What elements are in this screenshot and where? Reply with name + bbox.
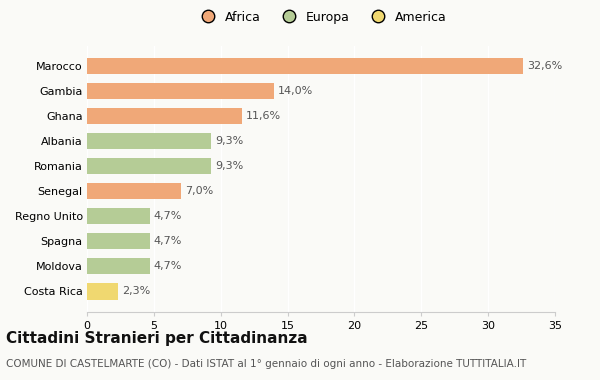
Bar <box>87 283 118 299</box>
Bar <box>87 83 274 99</box>
Text: COMUNE DI CASTELMARTE (CO) - Dati ISTAT al 1° gennaio di ogni anno - Elaborazion: COMUNE DI CASTELMARTE (CO) - Dati ISTAT … <box>6 359 526 369</box>
Text: 11,6%: 11,6% <box>246 111 281 121</box>
Bar <box>87 233 150 249</box>
Text: 4,7%: 4,7% <box>154 236 182 246</box>
Text: 4,7%: 4,7% <box>154 261 182 271</box>
Bar <box>87 133 211 149</box>
Text: 9,3%: 9,3% <box>215 136 244 146</box>
Bar <box>87 208 150 224</box>
Bar <box>87 58 523 74</box>
Bar <box>87 108 242 124</box>
Text: 4,7%: 4,7% <box>154 211 182 221</box>
Bar <box>87 183 181 199</box>
Legend: Africa, Europa, America: Africa, Europa, America <box>190 6 452 29</box>
Text: 9,3%: 9,3% <box>215 161 244 171</box>
Text: 2,3%: 2,3% <box>122 287 150 296</box>
Text: Cittadini Stranieri per Cittadinanza: Cittadini Stranieri per Cittadinanza <box>6 331 308 345</box>
Bar <box>87 158 211 174</box>
Text: 32,6%: 32,6% <box>527 61 562 71</box>
Text: 14,0%: 14,0% <box>278 86 313 96</box>
Text: 7,0%: 7,0% <box>185 186 213 196</box>
Bar <box>87 258 150 274</box>
